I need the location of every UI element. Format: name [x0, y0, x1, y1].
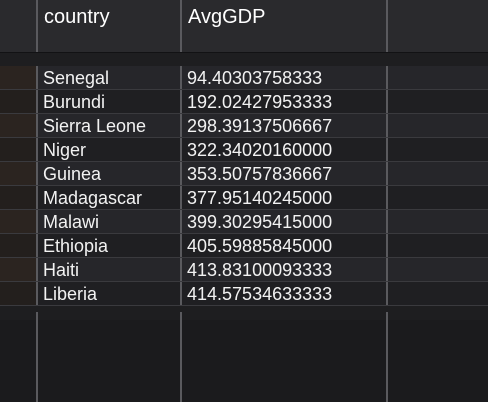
row-header[interactable]: [0, 138, 38, 161]
cell-country[interactable]: Malawi: [38, 210, 182, 233]
cell-avggdp[interactable]: 353.50757836667: [182, 162, 388, 185]
cell-avggdp[interactable]: 399.30295415000: [182, 210, 388, 233]
column-divider: [36, 312, 38, 402]
cell-country[interactable]: Niger: [38, 138, 182, 161]
column-divider: [386, 312, 388, 402]
cell-empty: [388, 258, 488, 281]
cell-avggdp[interactable]: 377.95140245000: [182, 186, 388, 209]
cell-country[interactable]: Haiti: [38, 258, 182, 281]
row-header[interactable]: [0, 90, 38, 113]
column-header-avggdp[interactable]: AvgGDP: [182, 0, 388, 52]
cell-avggdp[interactable]: 322.34020160000: [182, 138, 388, 161]
row-header[interactable]: [0, 186, 38, 209]
cell-empty: [388, 282, 488, 305]
cell-country[interactable]: Burundi: [38, 90, 182, 113]
table-row[interactable]: Liberia 414.57534633333: [0, 282, 488, 306]
column-header-empty: [388, 0, 488, 52]
cell-avggdp[interactable]: 94.40303758333: [182, 66, 388, 89]
cell-empty: [388, 210, 488, 233]
cell-empty: [388, 138, 488, 161]
table-row[interactable]: Sierra Leone 298.39137506667: [0, 114, 488, 138]
table-row[interactable]: Niger 322.34020160000: [0, 138, 488, 162]
row-header[interactable]: [0, 234, 38, 257]
table-row[interactable]: Guinea 353.50757836667: [0, 162, 488, 186]
grid-header: country AvgGDP: [0, 0, 488, 53]
cell-avggdp[interactable]: 414.57534633333: [182, 282, 388, 305]
cell-country[interactable]: Guinea: [38, 162, 182, 185]
row-header[interactable]: [0, 66, 38, 89]
cell-avggdp[interactable]: 413.83100093333: [182, 258, 388, 281]
row-header-corner[interactable]: [0, 0, 38, 52]
row-header[interactable]: [0, 282, 38, 305]
column-divider: [180, 312, 182, 402]
table-row[interactable]: Ethiopia 405.59885845000: [0, 234, 488, 258]
table-row[interactable]: Burundi 192.02427953333: [0, 90, 488, 114]
cell-avggdp[interactable]: 405.59885845000: [182, 234, 388, 257]
row-header[interactable]: [0, 258, 38, 281]
table-row[interactable]: Senegal 94.40303758333: [0, 66, 488, 90]
cell-empty: [388, 186, 488, 209]
table-row[interactable]: Haiti 413.83100093333: [0, 258, 488, 282]
cell-empty: [388, 162, 488, 185]
row-header[interactable]: [0, 114, 38, 137]
cell-empty: [388, 66, 488, 89]
column-header-country[interactable]: country: [38, 0, 182, 52]
cell-country[interactable]: Madagascar: [38, 186, 182, 209]
cell-country[interactable]: Liberia: [38, 282, 182, 305]
cell-country[interactable]: Ethiopia: [38, 234, 182, 257]
table-row[interactable]: Malawi 399.30295415000: [0, 210, 488, 234]
cell-empty: [388, 114, 488, 137]
row-header[interactable]: [0, 210, 38, 233]
cell-empty: [388, 234, 488, 257]
row-header[interactable]: [0, 162, 38, 185]
cell-country[interactable]: Senegal: [38, 66, 182, 89]
cell-country[interactable]: Sierra Leone: [38, 114, 182, 137]
cell-avggdp[interactable]: 298.39137506667: [182, 114, 388, 137]
cell-empty: [388, 90, 488, 113]
table-row[interactable]: Madagascar 377.95140245000: [0, 186, 488, 210]
grid-empty-area: [0, 320, 488, 402]
grid-empty-row: [0, 306, 488, 320]
grid-body: Senegal 94.40303758333 Burundi 192.02427…: [0, 56, 488, 402]
cell-avggdp[interactable]: 192.02427953333: [182, 90, 388, 113]
